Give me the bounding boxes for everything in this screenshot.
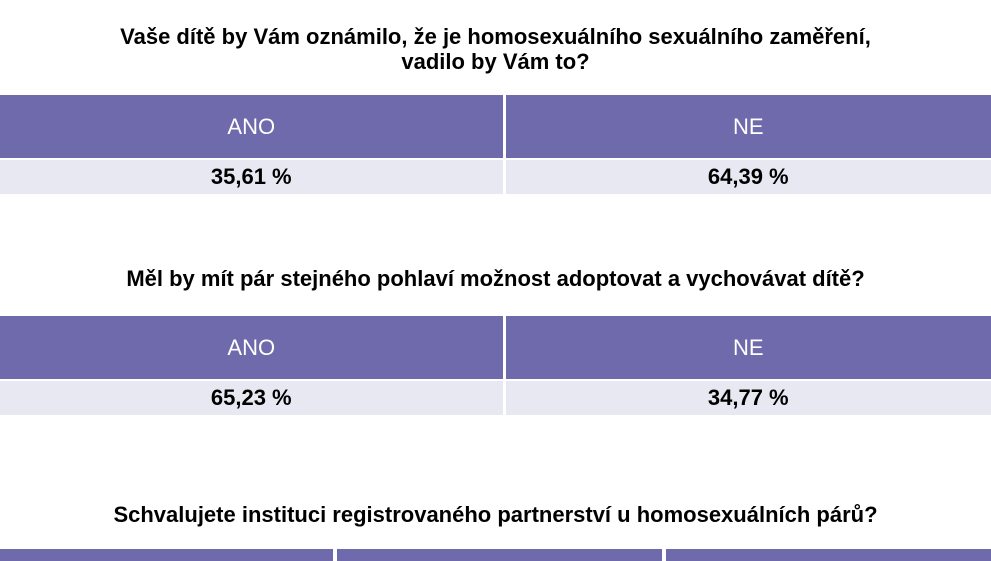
question-3-title: Schvalujete instituci registrovaného par… [113,502,878,527]
question-2-value-row: 65,23 % 34,77 % [0,380,991,415]
question-1-results-table: ANO NE 35,61 % 64,39 % [0,95,991,194]
question-2-title: Měl by mít pár stejného pohlaví možnost … [126,266,865,291]
question-1-header-row: ANO NE [0,95,991,160]
question-1-title: Vaše dítě by Vám oznámilo, že je homosex… [0,24,991,74]
question-1-answer-no-label: NE [502,95,991,160]
question-1-answer-no-value: 64,39 % [502,159,991,194]
question-1-answer-yes-label: ANO [0,95,504,160]
question-1-answer-yes-value: 35,61 % [0,159,504,194]
question-2-answer-no-value: 34,77 % [502,380,991,415]
question-1-title-line-1: Vaše dítě by Vám oznámilo, že je homosex… [120,24,871,49]
question-1-title-line-2: vadilo by Vám to? [401,49,590,74]
question-2-answer-yes-value: 65,23 % [0,380,504,415]
question-3-header-cell-3 [666,549,991,561]
question-3-results-table-header [0,549,991,561]
question-3-header-cell-2 [337,549,662,561]
question-1-value-row: 35,61 % 64,39 % [0,159,991,194]
question-2-header-row: ANO NE [0,316,991,381]
question-2-results-table: ANO NE 65,23 % 34,77 % [0,316,991,415]
question-2-answer-yes-label: ANO [0,316,504,381]
question-2-answer-no-label: NE [502,316,991,381]
question-3-header-cell-1 [0,549,333,561]
